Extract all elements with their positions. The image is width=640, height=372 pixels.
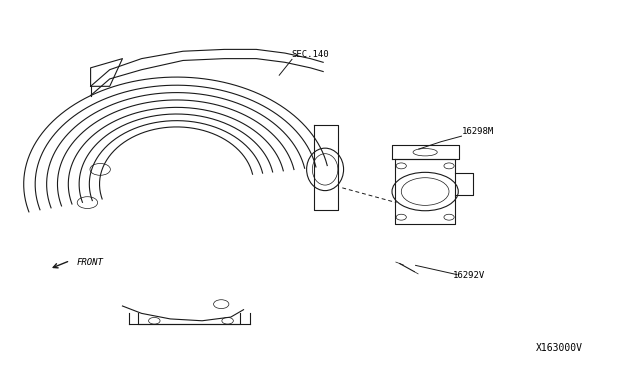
Text: FRONT: FRONT bbox=[77, 258, 104, 267]
Text: SEC.140: SEC.140 bbox=[291, 49, 329, 59]
Text: 16298M: 16298M bbox=[461, 127, 493, 136]
Text: 16292V: 16292V bbox=[452, 271, 484, 280]
Text: X163000V: X163000V bbox=[536, 343, 582, 353]
